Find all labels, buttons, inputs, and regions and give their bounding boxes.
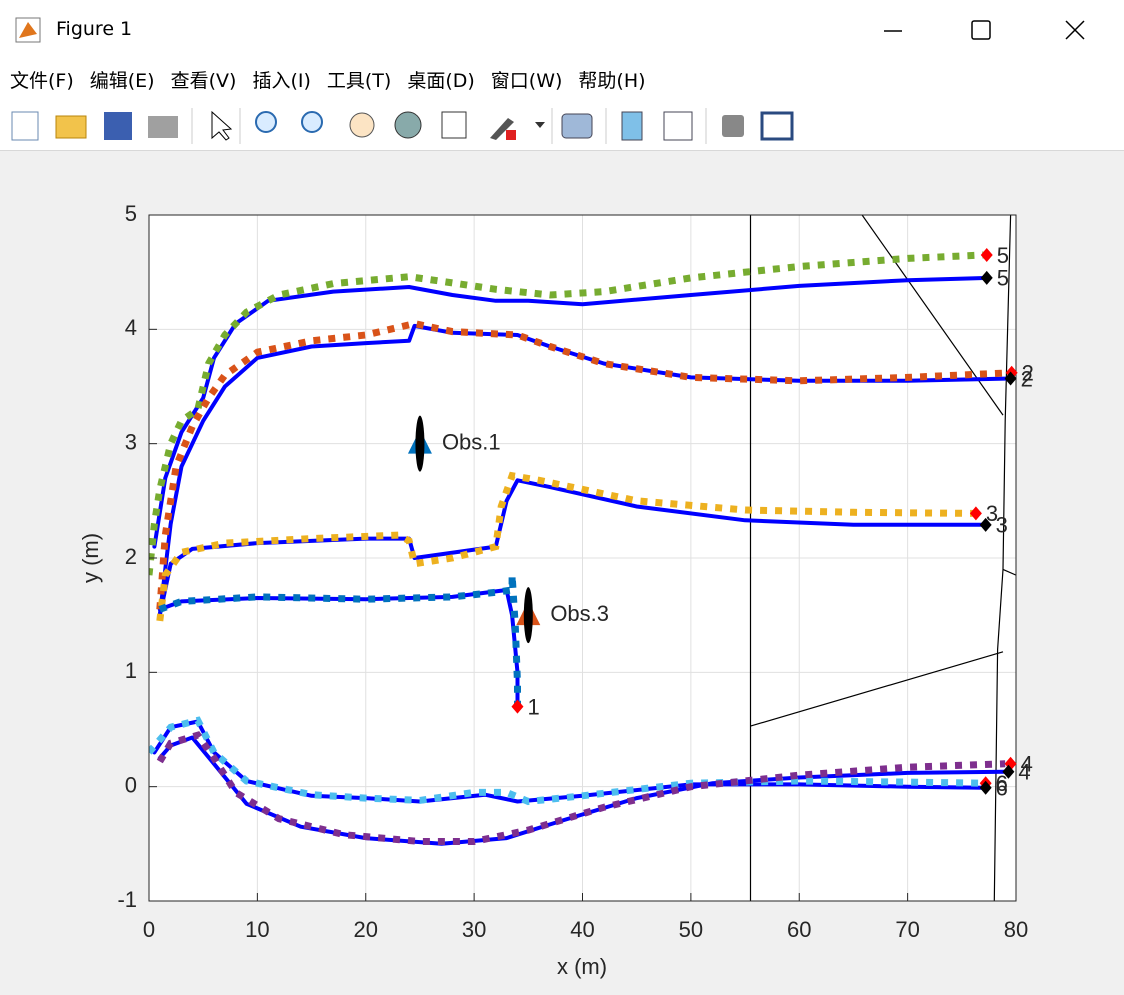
menu-item[interactable]: 工具(T)	[326, 69, 392, 92]
x-tick-label: 40	[570, 917, 594, 942]
hide-tools-icon[interactable]	[722, 115, 744, 137]
end-label: 1	[527, 694, 539, 719]
zoom-out-icon[interactable]	[301, 111, 323, 133]
end-label: 6	[996, 771, 1008, 796]
end-marker	[1004, 371, 1017, 386]
end-marker	[979, 780, 992, 795]
menu-item[interactable]: 编辑(E)	[89, 69, 155, 92]
menu-bar: 文件(F) 编辑(E) 查看(V) 插入(I) 工具(T) 桌面(D) 窗口(W) 帮助(H)	[0, 58, 1124, 100]
x-tick-label: 0	[143, 917, 155, 942]
end-label: 5	[997, 243, 1009, 268]
print-icon[interactable]	[148, 116, 178, 138]
end-marker	[1002, 764, 1015, 779]
end-label: 6	[996, 776, 1008, 801]
y-tick-label: -1	[117, 887, 137, 912]
obstacle-ellipse	[415, 415, 425, 472]
y-tick-label: 2	[125, 544, 137, 569]
trajectory-line	[156, 320, 1011, 610]
save-icon[interactable]	[104, 112, 132, 140]
dropdown-arrow[interactable]	[535, 122, 545, 128]
end-label: 4	[1018, 760, 1030, 785]
trajectory-line	[861, 215, 1004, 416]
end-label: 3	[986, 501, 998, 526]
x-tick-label: 50	[679, 917, 703, 942]
trajectory-line	[750, 651, 1004, 727]
end-label: 5	[997, 266, 1009, 291]
title-bar: Figure 1	[0, 0, 1124, 58]
datatip-icon[interactable]	[441, 111, 467, 139]
x-tick-label: 70	[895, 917, 919, 942]
open-icon[interactable]	[55, 115, 87, 139]
end-marker	[511, 699, 524, 714]
menu-item[interactable]: 帮助(H)	[578, 69, 646, 92]
brush-icon[interactable]	[490, 118, 514, 140]
menu-item[interactable]: 桌面(D)	[407, 69, 475, 92]
trajectory-line	[156, 471, 973, 622]
dock-icon[interactable]	[760, 111, 794, 141]
zoom-in-icon[interactable]	[255, 111, 277, 133]
trajectory-line	[157, 323, 1013, 618]
pan-icon[interactable]	[349, 112, 375, 138]
pointer-icon[interactable]	[211, 110, 233, 141]
end-label: 3	[996, 513, 1008, 538]
end-marker	[979, 517, 992, 532]
maximize-button[interactable]	[971, 20, 991, 40]
x-tick-label: 20	[354, 917, 378, 942]
link-icon[interactable]	[561, 113, 593, 139]
menu-item[interactable]: 插入(I)	[252, 69, 311, 92]
rotate-icon[interactable]	[394, 111, 422, 139]
obstacle-ellipse	[523, 587, 533, 644]
menu-item[interactable]: 文件(F)	[10, 69, 74, 92]
colorbar-icon[interactable]	[621, 111, 643, 141]
app-icon-shape	[19, 22, 37, 38]
y-tick-label: 3	[125, 429, 137, 454]
y-tick-label: 1	[125, 658, 137, 683]
obstacle-label: Obs.3	[550, 601, 609, 626]
new-icon[interactable]	[11, 111, 39, 141]
trajectory-line	[152, 275, 991, 549]
window-chrome	[15, 17, 1085, 43]
brush-color[interactable]	[506, 130, 516, 140]
trajectory-line	[1002, 568, 1016, 576]
window-title: Figure 1	[56, 18, 133, 40]
end-label: 2	[1021, 366, 1033, 391]
toolbar-icons	[11, 108, 794, 144]
end-marker	[980, 270, 993, 285]
end-label: 4	[1021, 752, 1033, 777]
obstacle-label: Obs.1	[442, 429, 501, 454]
trajectory-line	[158, 574, 521, 707]
end-label: 2	[1022, 361, 1034, 386]
y-tick-label: 4	[125, 315, 137, 340]
trajectory-line	[149, 251, 984, 576]
trajectory-line	[149, 716, 984, 806]
x-tick-label: 30	[462, 917, 486, 942]
close-button[interactable]	[1065, 20, 1085, 40]
y-tick-label: 5	[125, 201, 137, 226]
end-marker	[980, 248, 993, 263]
end-marker	[969, 506, 982, 521]
trajectory-line	[156, 731, 1006, 845]
menu-item[interactable]: 查看(V)	[170, 69, 237, 92]
x-tick-label: 60	[787, 917, 811, 942]
x-axis-label: x (m)	[557, 954, 607, 979]
lines	[149, 215, 1016, 901]
x-tick-label: 80	[1004, 917, 1028, 942]
x-tick-label: 10	[245, 917, 269, 942]
toolbar	[0, 100, 1124, 151]
y-axis-label: y (m)	[78, 533, 103, 583]
menu-item[interactable]: 窗口(W)	[490, 69, 563, 92]
y-tick-label: 0	[125, 772, 137, 797]
legend-icon[interactable]	[663, 111, 693, 141]
